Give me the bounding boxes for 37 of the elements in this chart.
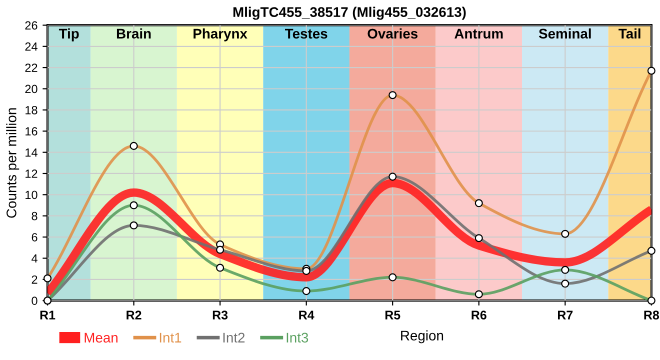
x-tick-label: R8 [644, 310, 660, 320]
band-label: Seminal [538, 28, 591, 39]
y-tick-label: 4 [32, 254, 38, 263]
y-tick-label: 6 [32, 233, 38, 242]
y-tick-label: 0 [32, 296, 38, 305]
y-tick-label: 18 [26, 106, 38, 114]
band-label: Ovaries [368, 28, 418, 39]
x-tick-label: R6 [472, 310, 486, 320]
band-label: Antrum [454, 28, 503, 39]
legend-label: Mean [84, 332, 118, 343]
x-tick-label: R4 [299, 310, 314, 320]
y-tick-label: 2 [32, 275, 38, 284]
band-label: Testes [285, 28, 328, 39]
x-tick-label: R5 [385, 310, 400, 320]
y-tick-label: 20 [25, 84, 38, 94]
legend-label: Int3 [286, 332, 308, 343]
band-label: Pharynx [194, 28, 248, 42]
legend-label: Int1 [160, 332, 182, 343]
x-tick-label: R2 [126, 310, 142, 320]
band-label: Tail [618, 28, 640, 39]
y-axis-title: Counts per million [6, 108, 20, 218]
y-tick-label: 26 [25, 21, 38, 30]
y-tick-label: 10 [26, 190, 38, 200]
x-axis-title: Region [401, 330, 444, 344]
legend-label: Int2 [223, 332, 245, 343]
y-tick-label: 12 [26, 170, 38, 178]
x-tick-label: R1 [40, 310, 56, 320]
x-tick-label: R3 [212, 310, 228, 320]
y-tick-label: 22 [25, 64, 38, 72]
y-tick-label: 16 [26, 127, 38, 136]
y-tick-label: 24 [25, 42, 38, 51]
y-tick-label: 8 [32, 212, 38, 220]
y-tick-label: 14 [26, 148, 38, 157]
chart-title: MligTC455_38517 (Mlig455_032613) [233, 6, 466, 20]
x-tick-label: R7 [558, 310, 573, 320]
band-label: Brain [116, 28, 151, 39]
band-label: Tip [58, 28, 79, 42]
